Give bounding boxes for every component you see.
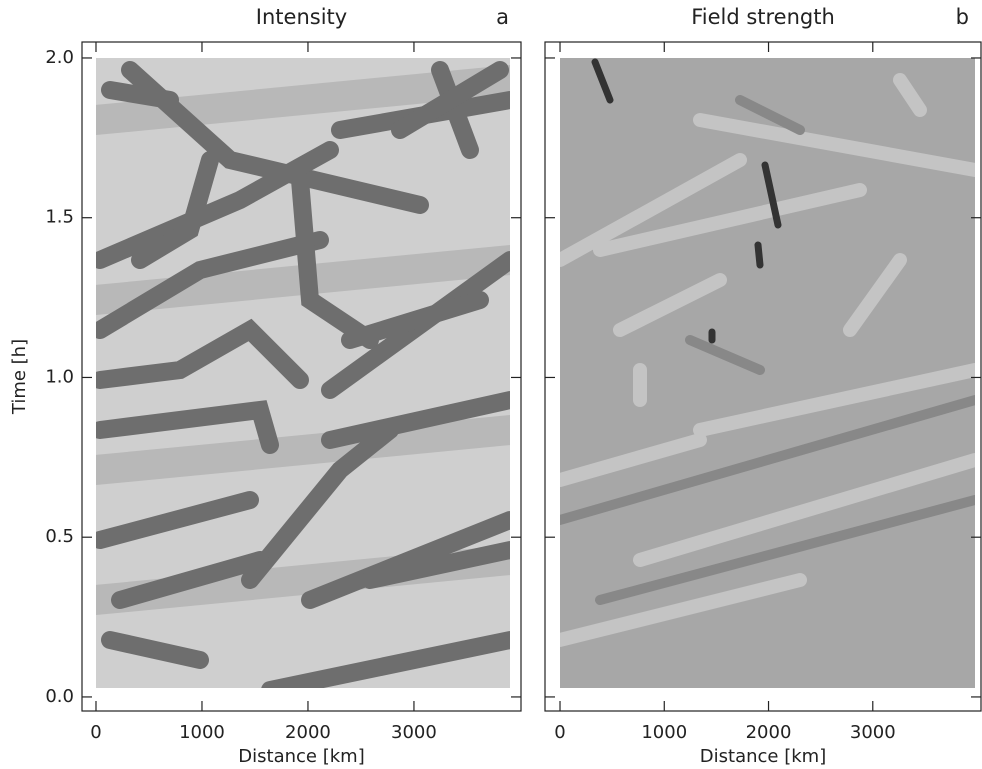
y-tick-label: 2.0 [45, 47, 74, 68]
x-tick-label: 2000 [746, 722, 792, 743]
axes-frame [544, 41, 982, 712]
axes-frame [81, 41, 522, 712]
x-tick-label: 1000 [641, 722, 687, 743]
field-image [560, 58, 975, 688]
panel-title: Field strength [691, 5, 835, 29]
x-tick-label: 1000 [179, 722, 225, 743]
image-streaks [96, 61, 510, 688]
y-tick-label: 0.0 [45, 686, 74, 707]
image-texture [560, 73, 975, 647]
panel-letter: b [956, 5, 969, 29]
x-axis-label: Distance [km] [700, 746, 826, 767]
y-tick-label: 1.0 [45, 366, 74, 387]
x-tick-label: 3000 [850, 722, 896, 743]
x-tick-label: 3000 [391, 722, 437, 743]
y-axis-label: Time [h] [9, 339, 30, 415]
image-texture [560, 95, 975, 605]
y-tick-label: 1.5 [45, 207, 74, 228]
y-tick-label: 0.5 [45, 526, 74, 547]
x-tick-label: 0 [554, 722, 565, 743]
x-tick-label: 0 [90, 722, 101, 743]
intensity-image [96, 58, 510, 688]
image-streaks [591, 58, 782, 344]
panel-letter: a [496, 5, 509, 29]
x-axis-label: Distance [km] [238, 746, 364, 767]
x-tick-label: 2000 [285, 722, 331, 743]
panel-title: Intensity [256, 5, 347, 29]
